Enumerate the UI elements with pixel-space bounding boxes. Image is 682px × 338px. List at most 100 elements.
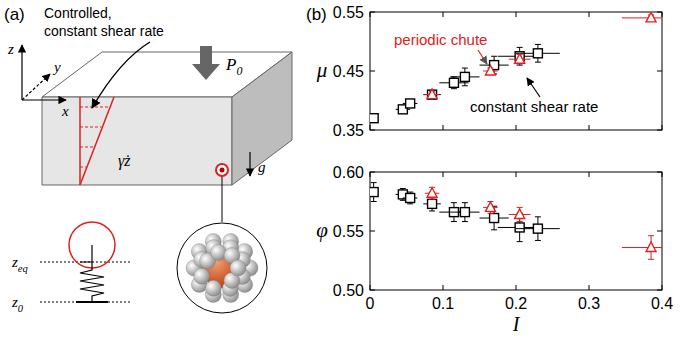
error-cap [535, 240, 541, 241]
tick [443, 285, 444, 290]
error-cap [491, 56, 497, 57]
tick-label: 0.35 [333, 122, 364, 139]
marker [460, 208, 469, 217]
axis-title: φ [316, 218, 328, 242]
label: P0 [225, 55, 242, 78]
magnifier [177, 223, 267, 313]
x-error-bar [622, 247, 662, 248]
tracer-core [220, 168, 225, 173]
tick [370, 231, 375, 232]
marker [533, 224, 542, 233]
error-cap [517, 241, 523, 242]
marker [428, 90, 437, 99]
tick [589, 12, 590, 17]
marker [515, 54, 525, 64]
gravity-label: g [258, 159, 266, 175]
tick [657, 130, 662, 131]
tick-label: 0.60 [333, 164, 364, 181]
axis-z [21, 45, 22, 100]
box-front [42, 97, 232, 185]
series [370, 183, 560, 242]
label-sub: 0 [18, 303, 24, 314]
plot-frame [370, 172, 662, 290]
label-sub: eq [18, 263, 28, 274]
plot-frame [370, 12, 662, 130]
label-sub: 0 [236, 64, 242, 78]
error-cap [429, 199, 435, 200]
grains [186, 233, 258, 302]
tick [657, 172, 662, 173]
annotation-arrow [527, 78, 540, 97]
panel-letter: (b) [306, 5, 327, 24]
label: zeq [11, 254, 28, 274]
panel-letter: (a) [4, 5, 25, 24]
tick-label: 0.50 [333, 282, 364, 299]
series-label: periodic chute [394, 31, 487, 48]
data-area [370, 183, 662, 260]
axis-y [22, 74, 50, 100]
error-cap [648, 259, 654, 260]
tick [516, 285, 517, 290]
chart: 0.350.450.55μconstant shear rateperiodic… [316, 4, 681, 139]
tick [662, 285, 663, 290]
profile-base [79, 97, 81, 185]
error-cap [462, 85, 468, 86]
tick-label: 0.4 [651, 295, 673, 312]
tick [370, 172, 375, 173]
figure: (a)xyzγ̇zControlled,constant shear rateP… [0, 0, 682, 338]
grain [194, 268, 210, 284]
series [425, 187, 662, 259]
tick [657, 290, 662, 291]
tick [443, 12, 444, 17]
profile-arrow [80, 166, 86, 167]
tick [657, 12, 662, 13]
annotation: Controlled, [44, 5, 112, 21]
marker [370, 188, 378, 197]
marker [485, 202, 495, 212]
shear-label: γ̇z [118, 152, 131, 170]
tick-label: 0.45 [333, 63, 364, 80]
tick [370, 12, 371, 17]
error-cap [451, 88, 457, 89]
error-cap [400, 188, 406, 189]
tick [370, 172, 371, 177]
tick [370, 125, 371, 130]
data-area [370, 12, 662, 122]
level-0 [40, 302, 130, 303]
tick [589, 285, 590, 290]
annotation-arrow [478, 50, 487, 64]
error-cap [535, 62, 541, 63]
marker [646, 12, 656, 22]
error-cap [462, 202, 468, 203]
marker [646, 242, 656, 252]
tick-label: 0.2 [505, 295, 527, 312]
tick [516, 125, 517, 130]
tick [370, 290, 375, 291]
grain [205, 280, 221, 296]
box-side [232, 52, 292, 185]
tick [657, 71, 662, 72]
tick [662, 172, 663, 177]
marker [485, 66, 495, 76]
tick [370, 12, 375, 13]
pressure-arrow [192, 46, 220, 80]
series [425, 12, 662, 98]
marker [428, 199, 437, 208]
tick [443, 172, 444, 177]
axis-title: I [512, 313, 521, 335]
annotation-arrow [92, 42, 150, 108]
marker [427, 188, 437, 198]
tick-label: 0.55 [333, 223, 364, 240]
chart: 0.500.550.6000.10.20.30.4φI [316, 164, 680, 335]
profile-arrow [80, 106, 109, 107]
error-cap [491, 229, 497, 230]
marker [515, 223, 524, 232]
profile-line [80, 97, 114, 185]
tick [662, 125, 663, 130]
tick [662, 12, 663, 17]
tick [516, 12, 517, 17]
error-cap [535, 44, 541, 45]
tick-label: 0.1 [432, 295, 454, 312]
error-cap [462, 68, 468, 69]
tick [516, 172, 517, 177]
